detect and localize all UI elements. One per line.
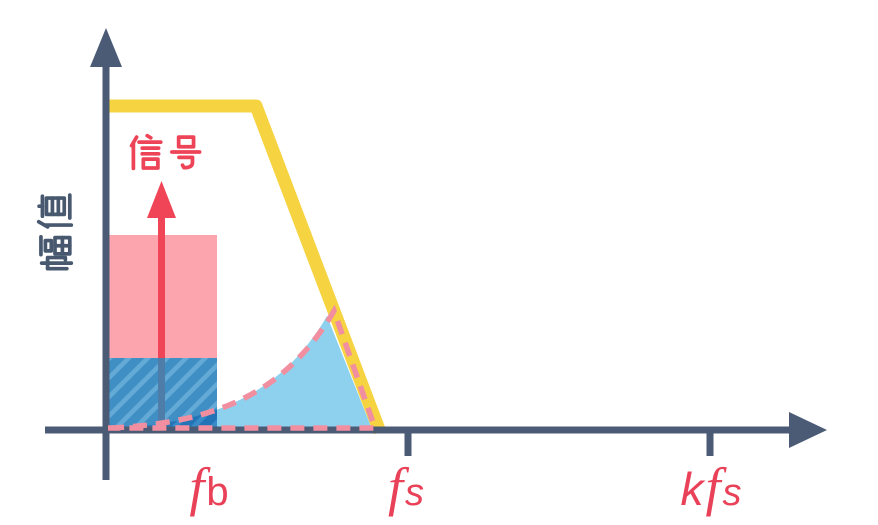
tick-fs xyxy=(404,430,412,456)
x-tick-label-kfs: kfs xyxy=(680,457,741,517)
signal-arrow xyxy=(147,181,176,358)
glyph-xin xyxy=(129,133,163,171)
glyph-hao xyxy=(170,135,202,170)
noise-skirt-area xyxy=(106,316,372,429)
signal-label xyxy=(129,133,202,171)
signal-arrow-shaft-through-hatch xyxy=(158,358,165,428)
axes xyxy=(45,28,827,480)
y-axis-arrow-icon xyxy=(90,28,122,67)
glyph-zhi xyxy=(36,193,74,229)
x-axis-line xyxy=(45,426,795,434)
glyph-fu xyxy=(39,234,74,271)
x-axis-arrow-icon xyxy=(789,412,827,448)
y-axis-label xyxy=(36,193,74,271)
tick-kfs xyxy=(706,430,714,456)
x-tick-label-fb: fb xyxy=(189,457,228,517)
signal-arrow-head xyxy=(147,181,176,218)
x-tick-label-fs: fs xyxy=(388,457,424,517)
noise-dashed-outline xyxy=(108,304,379,431)
y-axis-line xyxy=(102,58,110,480)
